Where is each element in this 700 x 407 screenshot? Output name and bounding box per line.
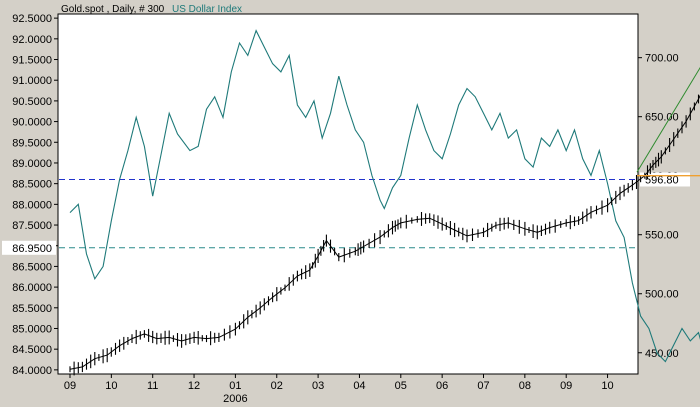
usd-series — [69, 29, 700, 363]
left-tick-label: 85.5000 — [12, 303, 52, 315]
gold-series — [69, 94, 700, 376]
left-tick-label: 89.0000 — [12, 158, 52, 170]
x-tick-label: 02 — [271, 380, 283, 392]
right-tick-label: 500.00 — [645, 289, 679, 301]
x-tick-label: 10 — [601, 380, 613, 392]
x-tick-label: 09 — [64, 380, 76, 392]
x-tick-label: 12 — [188, 380, 200, 392]
x-tick-label: 06 — [436, 380, 448, 392]
left-tick-label: 92.5000 — [12, 13, 52, 25]
left-tick-label: 84.0000 — [12, 365, 52, 377]
x-tick-label: 10 — [105, 380, 117, 392]
left-tick-label: 86.0000 — [12, 282, 52, 294]
x-tick-label: 05 — [395, 380, 407, 392]
left-reference-label: 86.9500 — [2, 240, 56, 255]
left-tick-label: 88.0000 — [12, 199, 52, 211]
reference-lines — [59, 178, 637, 249]
left-tick-label: 87.5000 — [12, 220, 52, 232]
x-tick-label: 07 — [477, 380, 489, 392]
left-tick-label: 85.0000 — [12, 323, 52, 335]
left-reference-label-box — [2, 240, 56, 255]
left-tick-label: 91.0000 — [12, 75, 52, 87]
left-axis: 92.5000 92.0000 91.5000 91.0000 90.5000 90.00… — [2, 13, 58, 377]
left-tick-label: 91.5000 — [12, 55, 52, 67]
left-tick-label: 88.5000 — [12, 179, 52, 191]
x-tick-label: 11 — [147, 380, 158, 392]
left-reference-label-text: 86.9500 — [12, 243, 52, 255]
x-tick-label: 09 — [560, 380, 572, 392]
x-year-label: 2006 — [223, 393, 247, 405]
annotations — [636, 66, 700, 177]
right-tick-label: 550.00 — [645, 230, 679, 242]
x-tick-label: 03 — [312, 380, 324, 392]
right-reference-label-text: 596.80 — [645, 174, 679, 186]
gold-title: Gold.spot , Daily, # 300 — [61, 4, 165, 15]
left-tick-label: 84.5000 — [12, 344, 52, 356]
usd-title: US Dollar Index — [172, 4, 242, 15]
right-tick-label: 650.00 — [645, 112, 679, 124]
x-tick-label: 08 — [519, 380, 531, 392]
left-tick-label: 89.5000 — [12, 137, 52, 149]
left-tick-label: 92.0000 — [12, 34, 52, 46]
plot-area — [57, 13, 639, 375]
x-tick-label: 04 — [353, 380, 365, 392]
left-tick-label: 90.0000 — [12, 117, 52, 129]
left-tick-label: 86.5000 — [12, 261, 52, 273]
left-tick-label: 90.5000 — [12, 96, 52, 108]
x-axis: 09 10 11 12 01 02 03 04 05 06 07 08 09 10 2006 — [64, 374, 614, 405]
chart-title: Gold.spot , Daily, # 300 US Dollar Index — [61, 4, 242, 15]
trend-line — [636, 66, 700, 173]
usd-series-line — [69, 29, 700, 363]
x-tick-label: 01 — [229, 380, 241, 392]
gold-series-line — [69, 94, 700, 370]
right-tick-label: 700.00 — [645, 53, 679, 65]
